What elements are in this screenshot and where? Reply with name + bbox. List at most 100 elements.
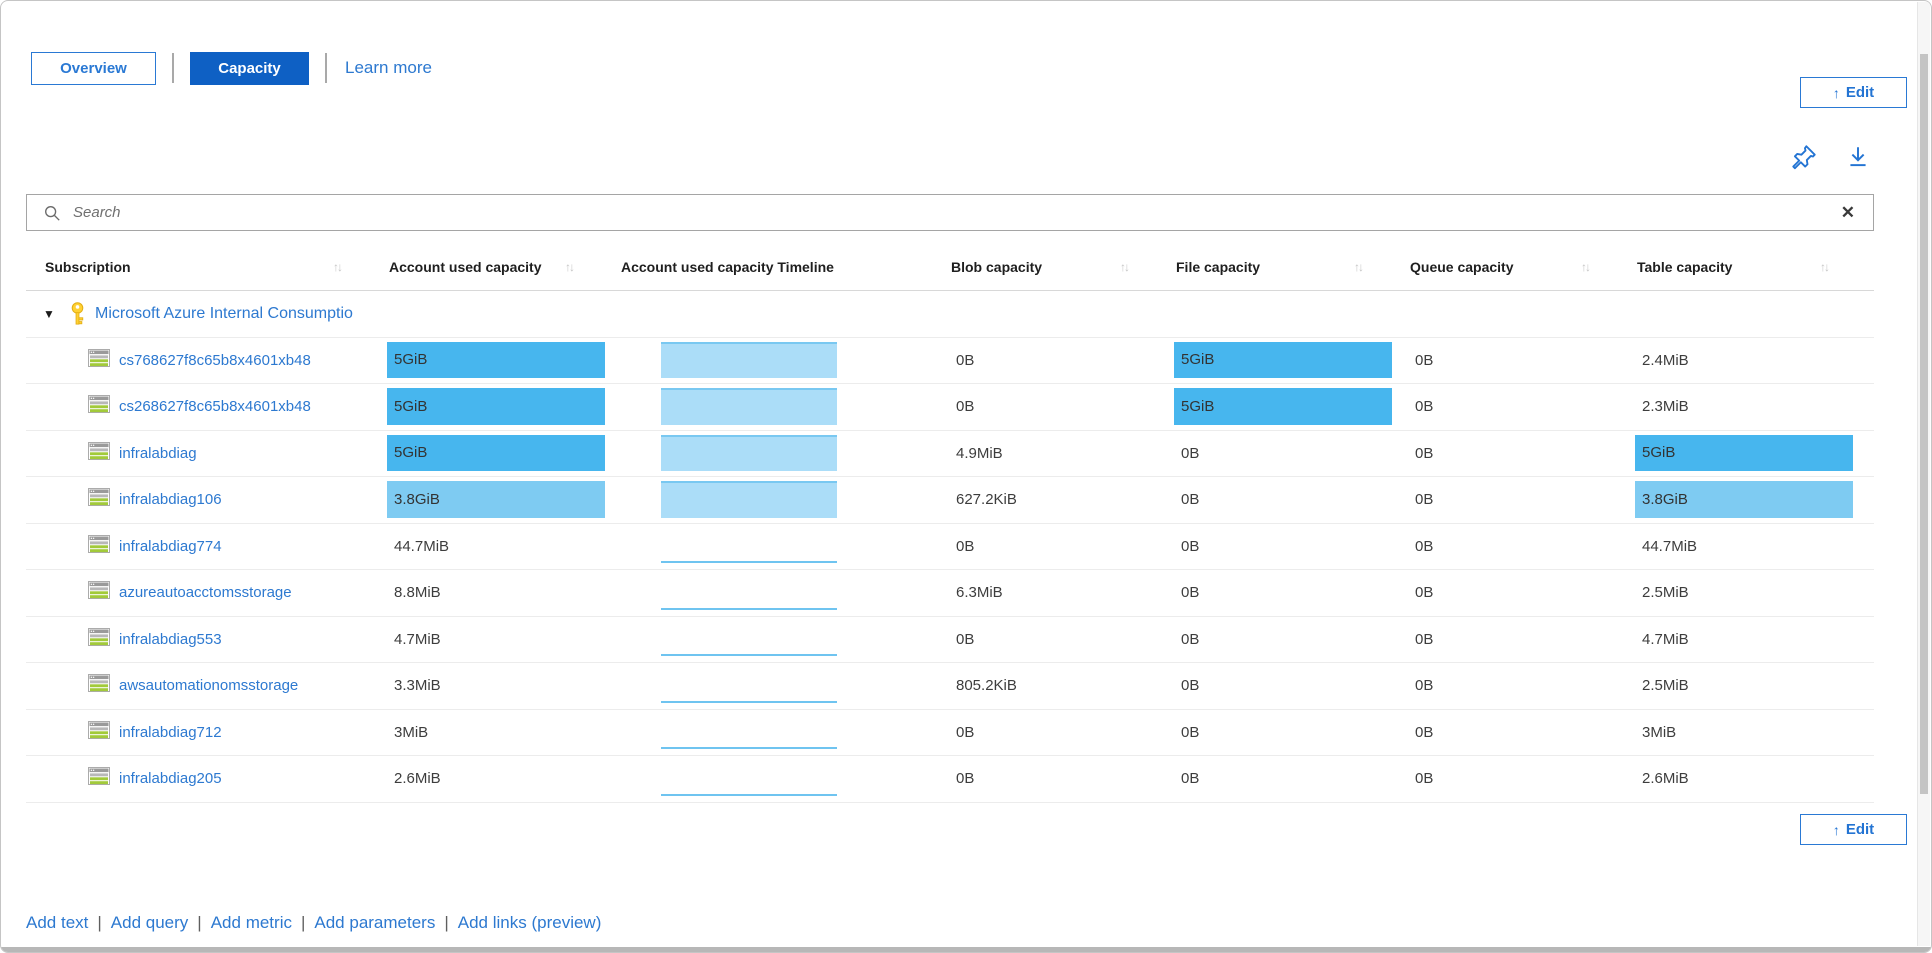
capacity-value: 6.3MiB	[956, 584, 1003, 602]
capacity-cell: 0B	[1174, 663, 1408, 709]
storage-account-link[interactable]: infralabdiag553	[119, 630, 222, 648]
capacity-value: 8.8MiB	[394, 584, 441, 602]
storage-account-link[interactable]: cs768627f8c65b8x4601xb48	[119, 351, 311, 369]
capacity-cell: 0B	[949, 617, 1174, 663]
table-row[interactable]: infralabdiag712 3MiB 0B 0B 0B 3MiB	[26, 710, 1874, 756]
capacity-cell: 0B	[1174, 524, 1408, 570]
storage-account-link[interactable]: azureautoacctomsstorage	[119, 584, 292, 602]
subscription-cell: cs268627f8c65b8x4601xb48	[26, 384, 387, 430]
collapse-expander-icon[interactable]: ▼	[43, 306, 55, 321]
capacity-value: 0B	[1415, 723, 1434, 741]
capacity-cell: 0B	[1408, 617, 1635, 663]
capacity-cell: 0B	[1174, 710, 1408, 756]
table-row[interactable]: infralabdiag553 4.7MiB 0B 0B 0B 4.7MiB	[26, 617, 1874, 663]
tab-capacity[interactable]: Capacity	[190, 51, 309, 85]
storage-account-link[interactable]: infralabdiag	[119, 444, 197, 462]
capacity-value: 0B	[956, 351, 975, 369]
subscription-cell: infralabdiag106	[26, 477, 387, 523]
column-header-queue-capacity[interactable]: Queue capacity ↑↓	[1408, 244, 1635, 290]
capacity-cell: 2.5MiB	[1635, 663, 1874, 709]
capacity-value: 0B	[956, 398, 975, 416]
subscription-group-row[interactable]: ▼ Microsoft Azure Internal Consumptio	[26, 291, 1874, 338]
table-row[interactable]: infralabdiag 5GiB 4.9MiB 0B 0B 5GiB	[26, 431, 1874, 477]
storage-account-link[interactable]: infralabdiag205	[119, 770, 222, 788]
capacity-value: 2.6MiB	[1642, 770, 1689, 788]
capacity-cell: 3.8GiB	[1635, 477, 1874, 523]
table-header-row: Subscription ↑↓ Account used capacity ↑↓ Acc…	[26, 244, 1874, 291]
footer-link-separator: |	[197, 913, 202, 932]
storage-account-icon	[88, 534, 110, 558]
add-link-add-text[interactable]: Add text	[26, 913, 89, 932]
column-header-file-capacity[interactable]: File capacity ↑↓	[1174, 244, 1408, 290]
capacity-cell: 2.5MiB	[1635, 570, 1874, 616]
timeline-cell	[619, 524, 949, 570]
capacity-cell: 3.3MiB	[387, 663, 619, 709]
capacity-value: 0B	[1181, 584, 1200, 602]
tab-overview[interactable]: Overview	[31, 51, 156, 85]
table-row[interactable]: cs268627f8c65b8x4601xb48 5GiB 0B 5GiB 0B 2.3M…	[26, 384, 1874, 431]
sort-icon: ↑↓	[1120, 260, 1130, 274]
capacity-cell: 0B	[1408, 663, 1635, 709]
table-row[interactable]: awsautomationomsstorage 3.3MiB 805.2KiB 0B 0…	[26, 663, 1874, 710]
vertical-scrollbar[interactable]	[1917, 2, 1930, 946]
capacity-cell: 3.8GiB	[387, 477, 619, 523]
capacity-cell: 627.2KiB	[949, 477, 1174, 523]
add-link-add-query[interactable]: Add query	[110, 913, 189, 932]
edit-button-bottom[interactable]: ↑ Edit	[1800, 814, 1907, 845]
subscription-cell: azureautoacctomsstorage	[26, 570, 387, 616]
subscription-group-name[interactable]: Microsoft Azure Internal Consumptio	[95, 304, 353, 322]
edit-arrow-icon: ↑	[1832, 84, 1840, 101]
search-clear-icon[interactable]: ✕	[1840, 203, 1855, 222]
subscription-cell: cs768627f8c65b8x4601xb48	[26, 338, 387, 384]
tab-separator	[172, 53, 174, 83]
capacity-cell: 5GiB	[1174, 338, 1408, 384]
sort-icon: ↑↓	[333, 260, 343, 274]
footer-link-separator: |	[300, 913, 306, 932]
table-row[interactable]: cs768627f8c65b8x4601xb48 5GiB 0B 5GiB 0B 2.4M…	[26, 338, 1874, 384]
storage-account-link[interactable]: awsautomationomsstorage	[119, 677, 299, 695]
column-header-subscription[interactable]: Subscription ↑↓	[26, 244, 387, 290]
capacity-value: 0B	[1415, 491, 1434, 509]
capacity-value: 0B	[1181, 537, 1200, 555]
column-header-label: Account used capacity	[389, 259, 542, 275]
capacity-value: 627.2KiB	[956, 491, 1017, 509]
add-link-add-links-preview[interactable]: Add links (preview)	[457, 913, 602, 932]
column-header-table-capacity[interactable]: Table capacity ↑↓	[1635, 244, 1874, 290]
capacity-value: 0B	[956, 770, 975, 788]
column-header-blob-capacity[interactable]: Blob capacity ↑↓	[949, 244, 1174, 290]
timeline-flat-line	[661, 747, 837, 749]
table-row[interactable]: infralabdiag205 2.6MiB 0B 0B 0B 2.6MiB	[26, 756, 1874, 803]
add-link-add-parameters[interactable]: Add parameters	[314, 913, 436, 932]
table-row[interactable]: infralabdiag106 3.8GiB 627.2KiB 0B 0B 3.8GiB	[26, 477, 1874, 524]
storage-account-link[interactable]: infralabdiag106	[119, 491, 222, 509]
edit-button-top[interactable]: ↑ Edit	[1800, 77, 1907, 108]
timeline-flat-line	[661, 607, 837, 610]
storage-account-link[interactable]: infralabdiag712	[119, 723, 222, 741]
table-row[interactable]: infralabdiag774 44.7MiB 0B 0B 0B 44.7MiB	[26, 524, 1874, 570]
capacity-cell: 0B	[1174, 756, 1408, 802]
column-header-label: Table capacity	[1637, 259, 1733, 275]
storage-account-link[interactable]: infralabdiag774	[119, 537, 222, 555]
capacity-cell: 4.7MiB	[387, 617, 619, 663]
capacity-value: 0B	[1181, 630, 1200, 648]
storage-account-link[interactable]: cs268627f8c65b8x4601xb48	[119, 398, 311, 416]
timeline-cell	[619, 570, 949, 616]
capacity-value: 0B	[1415, 351, 1434, 369]
download-icon[interactable]	[1843, 142, 1873, 172]
table-row[interactable]: azureautoacctomsstorage 8.8MiB 6.3MiB 0B 0B 2…	[26, 570, 1874, 617]
scrollbar-thumb[interactable]	[1920, 54, 1928, 794]
timeline-cell	[619, 338, 949, 384]
subscription-cell: infralabdiag553	[26, 617, 387, 663]
capacity-value: 44.7MiB	[1642, 537, 1698, 555]
search-input[interactable]	[73, 204, 1841, 221]
pin-icon[interactable]	[1789, 142, 1819, 172]
learn-more-link[interactable]: Learn more	[345, 58, 432, 77]
capacity-value: 2.4MiB	[1642, 351, 1689, 369]
capacity-cell: 0B	[949, 710, 1174, 756]
column-header-account-used-capacity[interactable]: Account used capacity ↑↓	[387, 244, 619, 290]
capacity-value: 2.5MiB	[1642, 677, 1689, 695]
capacity-cell: 8.8MiB	[387, 570, 619, 616]
storage-account-icon	[88, 581, 110, 604]
capacity-value: 0B	[1181, 677, 1200, 695]
add-link-add-metric[interactable]: Add metric	[210, 913, 292, 932]
